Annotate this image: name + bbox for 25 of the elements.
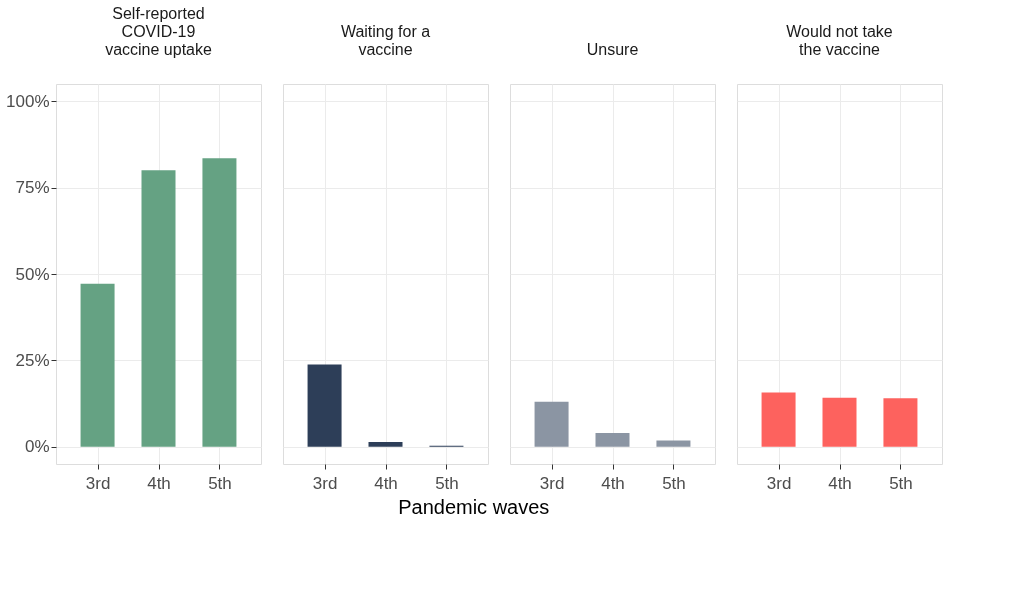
bar (202, 158, 237, 447)
chart-title: Unsure (586, 41, 639, 58)
x-tick-label: 5th (662, 473, 686, 493)
x-tick-label: 3rd (766, 473, 792, 493)
x-tick-label: 5th (435, 473, 459, 493)
x-axis-title: Pandemic waves (398, 495, 550, 518)
x-tick-label: 4th (601, 473, 625, 493)
y-tick-label: 50% (15, 264, 50, 284)
x-tick-label: 5th (208, 473, 232, 493)
bar (141, 170, 176, 447)
x-tick-label: 4th (374, 473, 398, 493)
x-tick-label: 4th (147, 473, 171, 493)
chart-title: Would not take the vaccine (786, 23, 893, 58)
x-tick-label: 3rd (539, 473, 565, 493)
y-tick-label: 25% (15, 350, 50, 370)
y-tick-label: 100% (6, 91, 50, 111)
y-tick-label: 75% (15, 178, 50, 198)
x-tick-label: 5th (889, 473, 913, 493)
chart-title: Self-reported COVID-19 vaccine uptake (105, 5, 212, 58)
x-tick-label: 4th (828, 473, 852, 493)
bar (80, 283, 115, 447)
x-tick-label: 3rd (312, 473, 338, 493)
x-tick-label: 3rd (85, 473, 111, 493)
y-tick-label: 0% (24, 437, 50, 457)
chart-title: Waiting for a vaccine (340, 23, 431, 58)
